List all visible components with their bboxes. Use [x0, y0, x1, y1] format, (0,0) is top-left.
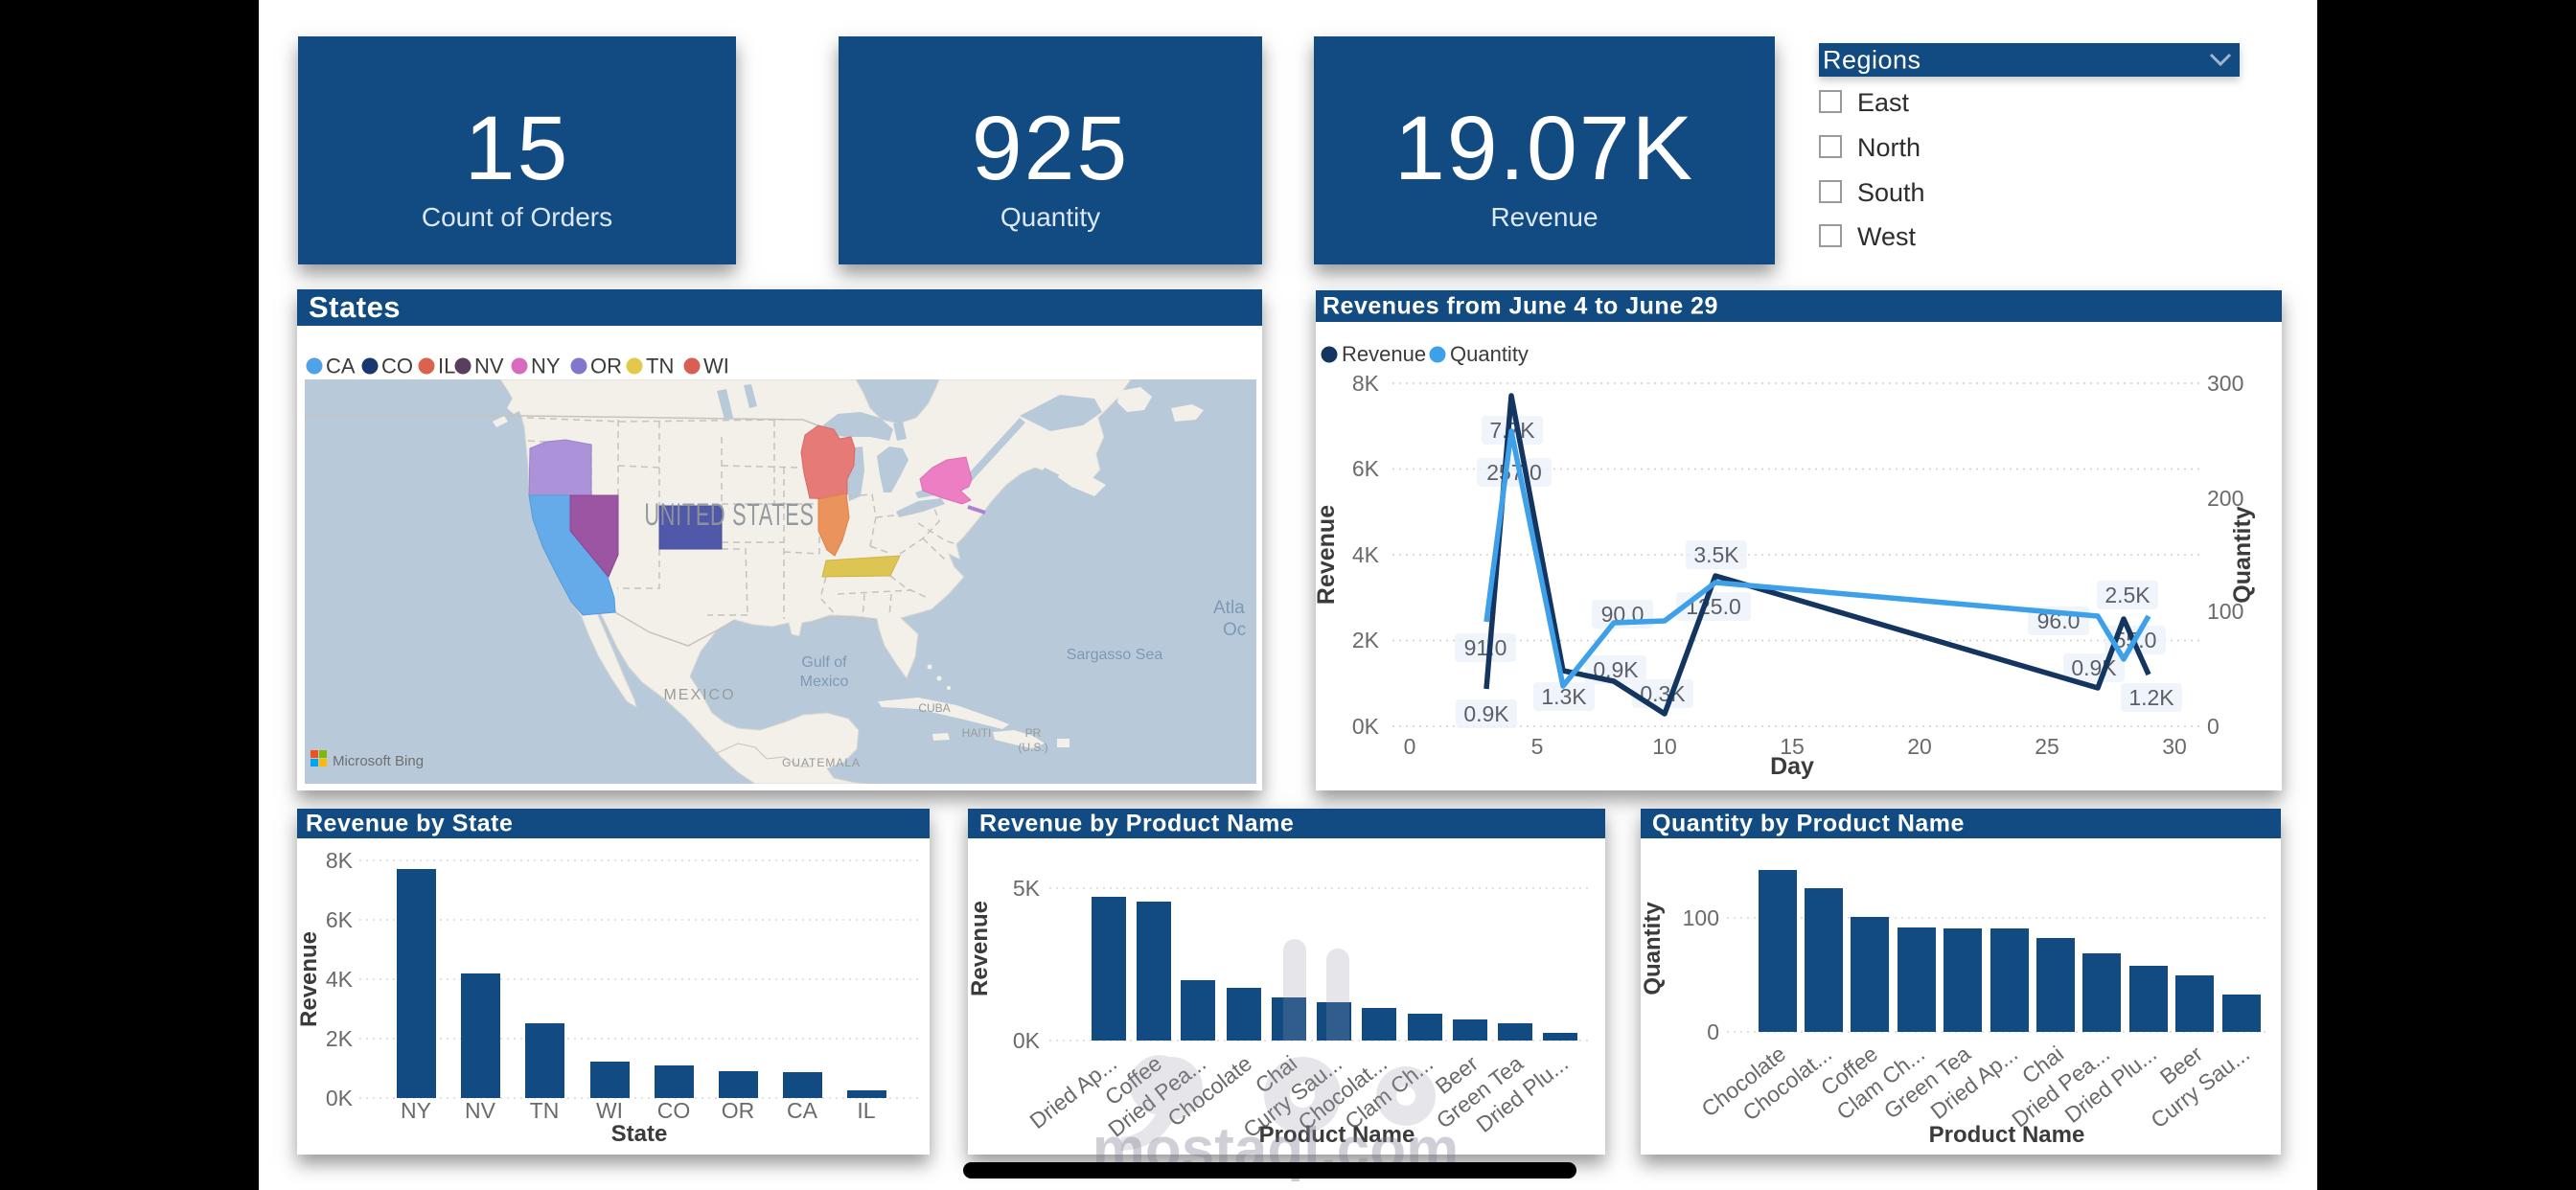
svg-text:Revenue: Revenue [968, 901, 993, 996]
svg-text:0: 0 [1404, 734, 1416, 759]
svg-text:WI: WI [703, 355, 729, 378]
svg-text:10: 10 [1652, 734, 1677, 759]
svg-text:0K: 0K [1013, 1028, 1041, 1053]
svg-text:Revenue: Revenue [297, 931, 322, 1027]
svg-text:Microsoft Bing: Microsoft Bing [333, 753, 424, 769]
svg-text:TN: TN [530, 1098, 560, 1123]
svg-text:0: 0 [1707, 1019, 1719, 1044]
svg-text:PR: PR [1025, 726, 1042, 740]
svg-text:TN: TN [646, 355, 674, 378]
svg-text:Quantity: Quantity [1450, 342, 1529, 366]
svg-text:OR: OR [722, 1098, 755, 1123]
svg-text:4K: 4K [326, 967, 354, 992]
svg-text:91.0: 91.0 [1464, 635, 1507, 660]
svg-text:2K: 2K [1352, 628, 1380, 652]
svg-text:MEXICO: MEXICO [663, 687, 735, 703]
svg-text:1.2K: 1.2K [2128, 685, 2174, 710]
svg-text:3.5K: 3.5K [1693, 542, 1739, 567]
svg-text:CO: CO [657, 1098, 691, 1123]
svg-text:300: 300 [2207, 371, 2243, 396]
svg-text:5K: 5K [1013, 876, 1041, 901]
svg-text:Product Name: Product Name [1929, 1122, 2085, 1148]
svg-text:OR: OR [590, 355, 622, 378]
svg-text:Day: Day [1770, 753, 1814, 780]
svg-text:Revenue: Revenue [1342, 342, 1426, 366]
svg-text:0K: 0K [1352, 714, 1380, 739]
svg-text:UNITED STATES: UNITED STATES [644, 497, 814, 532]
svg-text:CA: CA [787, 1098, 818, 1123]
svg-text:NV: NV [465, 1098, 496, 1123]
svg-text:NY: NY [531, 355, 561, 378]
svg-text:20: 20 [1907, 734, 1932, 759]
svg-text:100: 100 [2207, 599, 2243, 624]
svg-text:Atla: Atla [1213, 598, 1245, 618]
svg-text:Mexico: Mexico [800, 674, 849, 690]
svg-text:IL: IL [857, 1098, 875, 1123]
svg-text:15: 15 [1780, 734, 1805, 759]
svg-text:NY: NY [401, 1098, 431, 1123]
svg-text:2.5K: 2.5K [2104, 583, 2150, 607]
svg-text:CUBA: CUBA [918, 701, 950, 715]
svg-text:Revenue: Revenue [1316, 505, 1340, 605]
svg-text:State: State [611, 1121, 668, 1147]
svg-text:25: 25 [2035, 734, 2059, 759]
svg-text:4K: 4K [1352, 542, 1380, 567]
svg-text:257.0: 257.0 [1486, 460, 1542, 485]
svg-text:(U.S.): (U.S.) [1018, 741, 1047, 754]
svg-text:Quantity: Quantity [1641, 902, 1666, 995]
svg-text:5: 5 [1531, 734, 1544, 759]
svg-text:0K: 0K [326, 1086, 354, 1110]
svg-text:Gulf of: Gulf of [801, 654, 847, 671]
svg-text:NV: NV [474, 355, 504, 378]
svg-text:Oc: Oc [1223, 620, 1246, 640]
svg-text:WI: WI [596, 1098, 623, 1123]
svg-text:IL: IL [438, 355, 455, 378]
svg-text:CA: CA [326, 355, 356, 378]
svg-text:CO: CO [381, 355, 413, 378]
svg-text:2K: 2K [326, 1026, 354, 1051]
svg-text:Product Name: Product Name [1259, 1122, 1415, 1148]
svg-text:HAITI: HAITI [962, 726, 992, 740]
svg-text:200: 200 [2207, 486, 2243, 511]
svg-text:6K: 6K [1352, 456, 1380, 481]
svg-text:Quantity: Quantity [2229, 506, 2256, 603]
svg-text:100: 100 [1683, 905, 1719, 930]
svg-text:30: 30 [2162, 734, 2187, 759]
svg-text:Sargasso Sea: Sargasso Sea [1067, 647, 1163, 663]
svg-text:GUATEMALA: GUATEMALA [782, 756, 861, 769]
svg-text:0: 0 [2207, 714, 2220, 739]
svg-text:6K: 6K [326, 907, 354, 932]
svg-text:0.9K: 0.9K [1463, 701, 1509, 726]
svg-text:8K: 8K [1352, 371, 1380, 396]
svg-text:8K: 8K [326, 848, 354, 873]
